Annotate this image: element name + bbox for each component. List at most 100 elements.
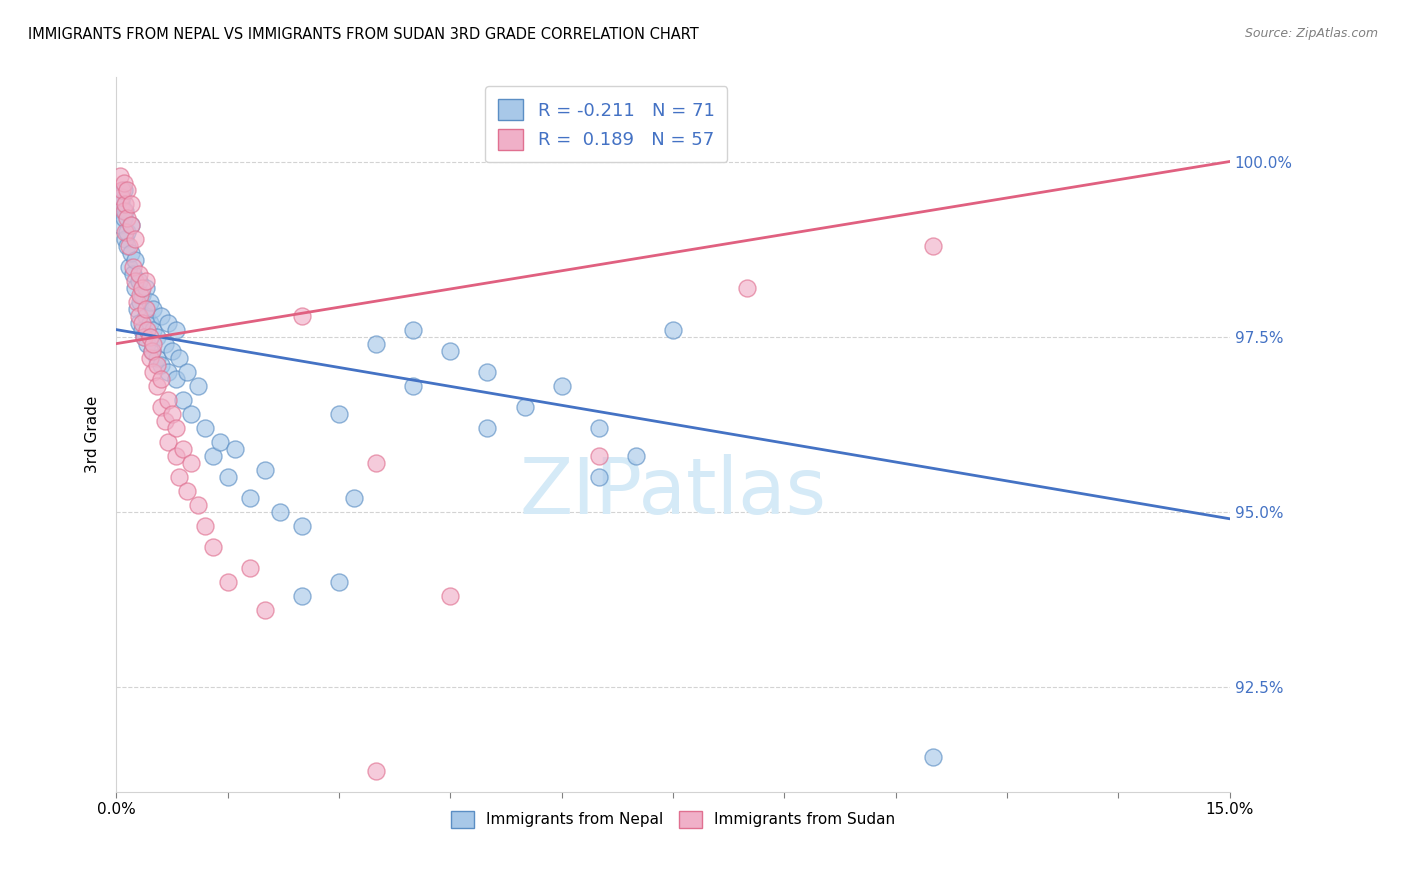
Point	[131, 287, 153, 301]
Point	[124, 231, 146, 245]
Point	[128, 309, 150, 323]
Point	[138, 316, 160, 330]
Point	[165, 420, 187, 434]
Point	[291, 309, 314, 323]
Point	[135, 280, 157, 294]
Point	[128, 274, 150, 288]
Point	[187, 498, 209, 512]
Point	[146, 378, 169, 392]
Point	[121, 260, 143, 274]
Point	[120, 245, 142, 260]
Point	[239, 561, 262, 575]
Point	[588, 420, 610, 434]
Point	[114, 196, 136, 211]
Point	[112, 211, 135, 225]
Point	[224, 442, 246, 456]
Point	[153, 336, 176, 351]
Point	[291, 518, 314, 533]
Point	[149, 358, 172, 372]
Point	[165, 323, 187, 337]
Point	[138, 351, 160, 365]
Point	[117, 238, 139, 252]
Point	[921, 238, 943, 252]
Point	[129, 294, 152, 309]
Point	[124, 274, 146, 288]
Point	[439, 589, 461, 603]
Point	[153, 414, 176, 428]
Point	[114, 203, 136, 218]
Point	[146, 329, 169, 343]
Point	[662, 323, 685, 337]
Point	[921, 750, 943, 764]
Point	[141, 343, 163, 358]
Point	[128, 267, 150, 281]
Point	[364, 456, 387, 470]
Point	[439, 343, 461, 358]
Point	[117, 182, 139, 196]
Point	[136, 336, 159, 351]
Point	[112, 203, 135, 218]
Point	[112, 182, 135, 196]
Point	[157, 392, 180, 407]
Point	[114, 231, 136, 245]
Point	[550, 378, 572, 392]
Point	[477, 420, 499, 434]
Point	[134, 329, 156, 343]
Point	[477, 365, 499, 379]
Point	[291, 589, 314, 603]
Point	[402, 378, 425, 392]
Point	[131, 316, 153, 330]
Point	[131, 280, 153, 294]
Point	[201, 449, 224, 463]
Text: Source: ZipAtlas.com: Source: ZipAtlas.com	[1244, 27, 1378, 40]
Point	[176, 365, 198, 379]
Point	[160, 343, 183, 358]
Point	[624, 449, 647, 463]
Point	[114, 225, 136, 239]
Point	[253, 463, 276, 477]
Point	[131, 323, 153, 337]
Point	[328, 574, 350, 589]
Point	[118, 260, 141, 274]
Point	[135, 301, 157, 316]
Point	[121, 267, 143, 281]
Point	[117, 211, 139, 225]
Point	[157, 316, 180, 330]
Point	[138, 329, 160, 343]
Point	[343, 491, 366, 505]
Point	[187, 378, 209, 392]
Point	[125, 301, 148, 316]
Point	[217, 574, 239, 589]
Point	[217, 469, 239, 483]
Text: IMMIGRANTS FROM NEPAL VS IMMIGRANTS FROM SUDAN 3RD GRADE CORRELATION CHART: IMMIGRANTS FROM NEPAL VS IMMIGRANTS FROM…	[28, 27, 699, 42]
Point	[253, 603, 276, 617]
Point	[112, 176, 135, 190]
Point	[142, 336, 165, 351]
Point	[120, 218, 142, 232]
Text: ZIPatlas: ZIPatlas	[519, 454, 827, 530]
Point	[142, 323, 165, 337]
Point	[125, 294, 148, 309]
Point	[111, 189, 134, 203]
Point	[157, 365, 180, 379]
Point	[149, 400, 172, 414]
Point	[172, 392, 194, 407]
Point	[176, 483, 198, 498]
Point	[194, 420, 217, 434]
Point	[136, 323, 159, 337]
Point	[141, 343, 163, 358]
Point	[194, 518, 217, 533]
Point	[110, 196, 132, 211]
Point	[149, 372, 172, 386]
Point	[118, 238, 141, 252]
Point	[364, 764, 387, 778]
Point	[135, 274, 157, 288]
Point	[149, 309, 172, 323]
Point	[402, 323, 425, 337]
Point	[513, 400, 536, 414]
Point	[108, 169, 131, 183]
Point	[179, 456, 201, 470]
Point	[169, 469, 191, 483]
Point	[124, 252, 146, 267]
Point	[169, 351, 191, 365]
